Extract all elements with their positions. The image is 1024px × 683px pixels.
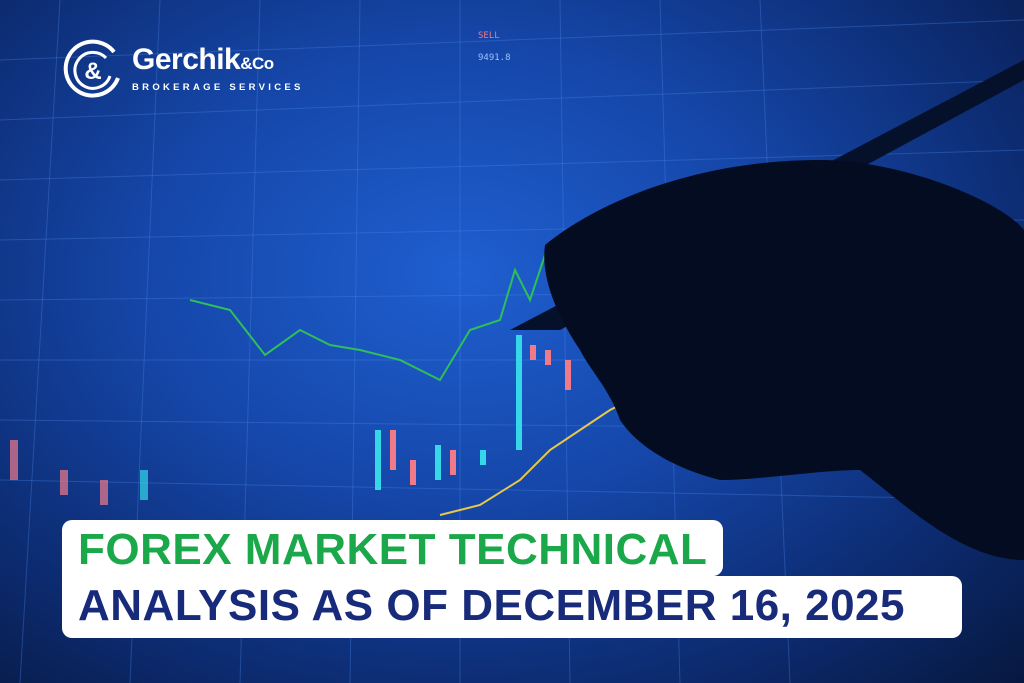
brand-logo: & Gerchik&Co BROKERAGE SERVICES bbox=[62, 38, 304, 100]
headline-line-2: ANALYSIS AS OF DECEMBER 16, 2025 bbox=[62, 576, 962, 638]
price-value: 9491.8 bbox=[478, 53, 511, 63]
brand-name-suffix: &Co bbox=[240, 54, 274, 73]
brand-name: Gerchik bbox=[132, 43, 241, 76]
headline: FOREX MARKET TECHNICAL ANALYSIS AS OF DE… bbox=[62, 520, 962, 638]
svg-text:&: & bbox=[84, 58, 101, 85]
brand-tagline: BROKERAGE SERVICES bbox=[132, 82, 304, 93]
headline-line-1: FOREX MARKET TECHNICAL bbox=[62, 520, 724, 576]
candlesticks bbox=[10, 335, 571, 505]
gc-ampersand-logo-icon: & bbox=[63, 39, 120, 98]
sell-label: SELL bbox=[478, 31, 500, 41]
